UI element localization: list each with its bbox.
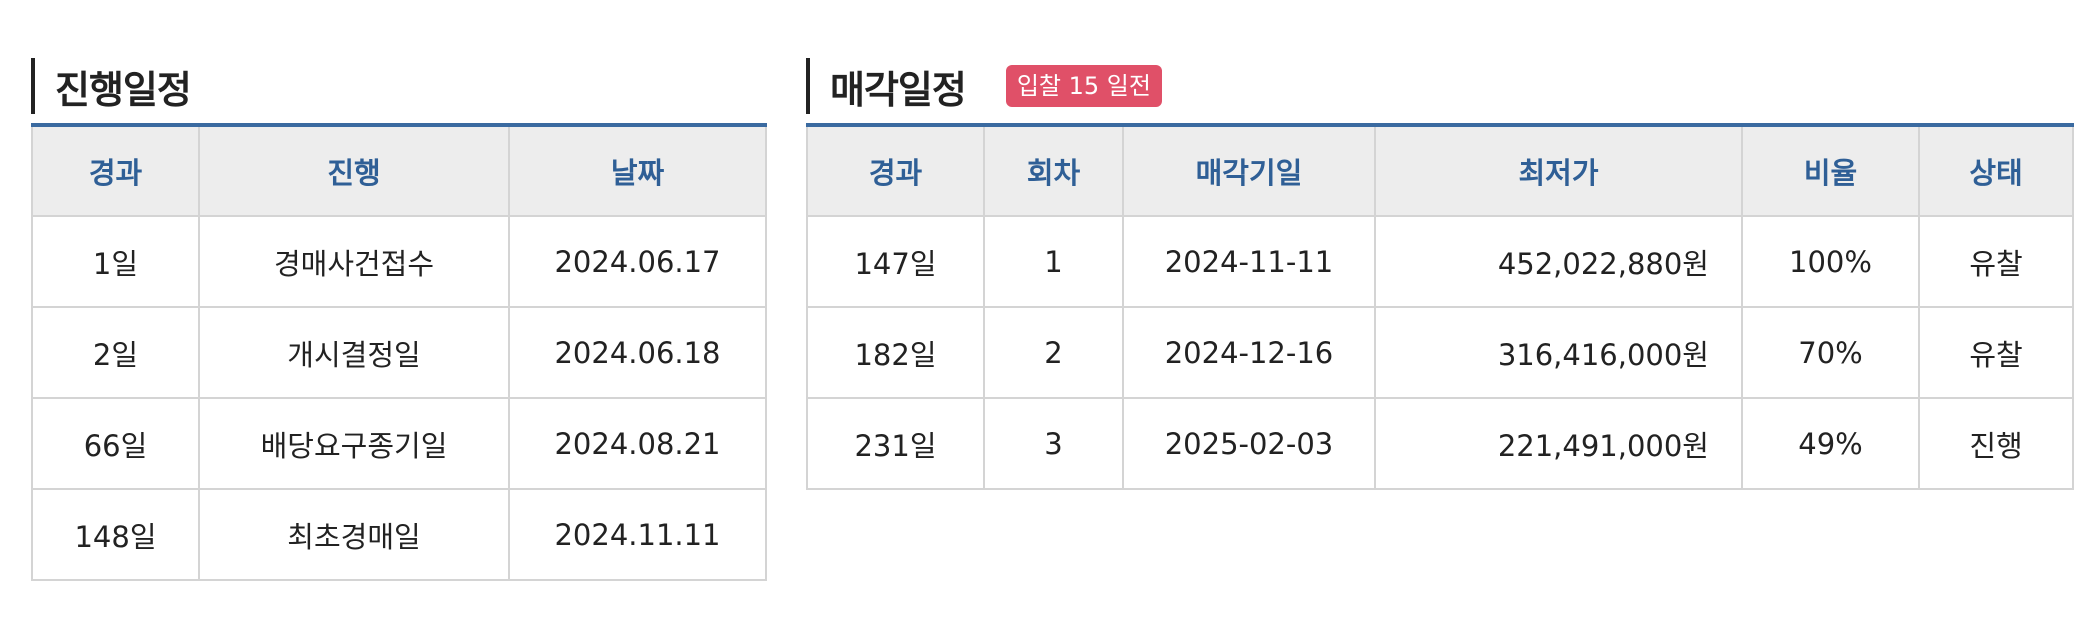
table-row: 1일 경매사건접수 2024.06.17	[31, 215, 767, 308]
elapsed-cell: 231일	[806, 397, 985, 490]
status-cell: 유찰	[1918, 215, 2074, 308]
progress-table: 경과 진행 날짜 1일 경매사건접수 2024.06.17 2일 개시결정일 2…	[31, 123, 767, 581]
progress-schedule-panel: 진행일정 경과 진행 날짜 1일 경매사건접수 2024.06.17 2일 개시…	[31, 58, 767, 581]
round-cell: 3	[983, 397, 1124, 490]
sale-section-header: 매각일정 입찰 15 일전	[806, 58, 2072, 114]
progress-cell: 배당요구종기일	[198, 397, 510, 490]
column-header-sale-date: 매각기일	[1122, 124, 1376, 217]
table-row: 148일 최초경매일 2024.11.11	[31, 488, 767, 581]
column-header-ratio: 비율	[1741, 124, 1920, 217]
date-cell: 2024.06.18	[508, 306, 767, 399]
progress-table-header-row: 경과 진행 날짜	[31, 124, 767, 217]
elapsed-cell: 147일	[806, 215, 985, 308]
sale-table-header-row: 경과 회차 매각기일 최저가 비율 상태	[806, 124, 2074, 217]
progress-section-title: 진행일정	[55, 67, 192, 112]
minimum-price-cell: 452,022,880원	[1374, 215, 1743, 308]
elapsed-cell: 182일	[806, 306, 985, 399]
table-row: 2일 개시결정일 2024.06.18	[31, 306, 767, 399]
sale-schedule-panel: 매각일정 입찰 15 일전 경과 회차 매각기일 최저가 비율 상태 147일	[806, 58, 2074, 490]
sale-date-cell: 2025-02-03	[1122, 397, 1376, 490]
elapsed-cell: 148일	[31, 488, 200, 581]
progress-section-header: 진행일정	[31, 58, 765, 114]
round-cell: 1	[983, 215, 1124, 308]
ratio-cell: 49%	[1741, 397, 1920, 490]
minimum-price-cell: 221,491,000원	[1374, 397, 1743, 490]
round-cell: 2	[983, 306, 1124, 399]
column-header-status: 상태	[1918, 124, 2074, 217]
table-row: 182일 2 2024-12-16 316,416,000원 70% 유찰	[806, 306, 2074, 399]
date-cell: 2024.06.17	[508, 215, 767, 308]
sale-date-cell: 2024-12-16	[1122, 306, 1376, 399]
elapsed-cell: 2일	[31, 306, 200, 399]
ratio-cell: 70%	[1741, 306, 1920, 399]
sale-section-title: 매각일정	[830, 67, 967, 112]
progress-cell: 경매사건접수	[198, 215, 510, 308]
ratio-cell: 100%	[1741, 215, 1920, 308]
table-row: 147일 1 2024-11-11 452,022,880원 100% 유찰	[806, 215, 2074, 308]
table-row: 66일 배당요구종기일 2024.08.21	[31, 397, 767, 490]
progress-cell: 최초경매일	[198, 488, 510, 581]
column-header-elapsed: 경과	[806, 124, 985, 217]
date-cell: 2024.11.11	[508, 488, 767, 581]
elapsed-cell: 1일	[31, 215, 200, 308]
date-cell: 2024.08.21	[508, 397, 767, 490]
sale-date-cell: 2024-11-11	[1122, 215, 1376, 308]
column-header-date: 날짜	[508, 124, 767, 217]
progress-cell: 개시결정일	[198, 306, 510, 399]
table-row: 231일 3 2025-02-03 221,491,000원 49% 진행	[806, 397, 2074, 490]
bid-countdown-badge: 입찰 15 일전	[1005, 65, 1162, 107]
status-cell: 유찰	[1918, 306, 2074, 399]
status-cell: 진행	[1918, 397, 2074, 490]
column-header-progress: 진행	[198, 124, 510, 217]
column-header-elapsed: 경과	[31, 124, 200, 217]
column-header-minimum-price: 최저가	[1374, 124, 1743, 217]
elapsed-cell: 66일	[31, 397, 200, 490]
sale-table: 경과 회차 매각기일 최저가 비율 상태 147일 1 2024-11-11 4…	[806, 123, 2074, 490]
column-header-round: 회차	[983, 124, 1124, 217]
minimum-price-cell: 316,416,000원	[1374, 306, 1743, 399]
